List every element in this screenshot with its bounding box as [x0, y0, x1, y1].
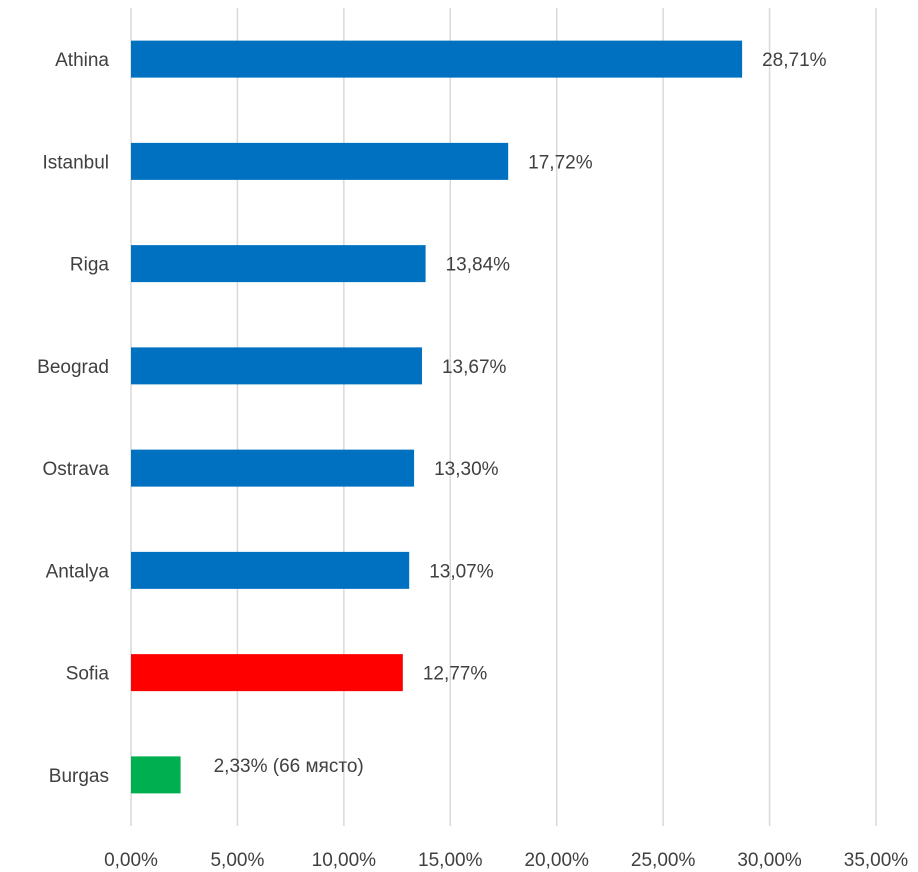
category-label: Ostrava: [42, 459, 109, 480]
data-label: 17,72%: [528, 152, 593, 173]
x-tick-label: 10,00%: [312, 850, 377, 871]
bar-riga: [131, 245, 426, 283]
data-label: 28,71%: [762, 50, 827, 71]
category-label: Riga: [70, 255, 110, 276]
bar-ostrava: [131, 449, 415, 487]
data-label: 13,67%: [442, 357, 507, 378]
x-axis-tick-labels: 0,00% 5,00% 10,00% 15,00% 20,00% 25,00% 30,00%…: [104, 850, 908, 871]
bar-istanbul: [131, 142, 509, 180]
data-label: 2,33% (66 място): [214, 756, 364, 777]
x-tick-label: 30,00%: [737, 850, 802, 871]
gridlines: [130, 8, 877, 826]
x-tick-label: 15,00%: [418, 850, 483, 871]
bar-beograd: [131, 347, 422, 385]
category-label: Istanbul: [42, 152, 109, 173]
category-label: Beograd: [37, 357, 109, 378]
category-label: Sofia: [66, 664, 110, 685]
bars: [131, 40, 743, 794]
data-labels: 28,71% 17,72% 13,84% 13,67% 13,30% 13,07% 12,7…: [214, 50, 827, 777]
x-tick-label: 20,00%: [524, 850, 589, 871]
data-label: 12,77%: [423, 664, 488, 685]
bar-antalya: [131, 551, 410, 589]
data-label: 13,30%: [434, 459, 499, 480]
category-labels: Athina Istanbul Riga Beograd Ostrava Antalya S…: [37, 50, 109, 787]
x-tick-label: 25,00%: [631, 850, 696, 871]
category-label: Antalya: [46, 561, 110, 582]
bar-burgas: [131, 756, 181, 794]
data-label: 13,07%: [429, 561, 494, 582]
data-label: 13,84%: [446, 255, 511, 276]
x-tick-label: 35,00%: [844, 850, 909, 871]
category-label: Athina: [55, 50, 109, 71]
category-label: Burgas: [49, 766, 109, 787]
x-tick-label: 5,00%: [210, 850, 264, 871]
x-tick-label: 0,00%: [104, 850, 158, 871]
bar-sofia: [131, 654, 403, 692]
bar-athina: [131, 40, 743, 78]
